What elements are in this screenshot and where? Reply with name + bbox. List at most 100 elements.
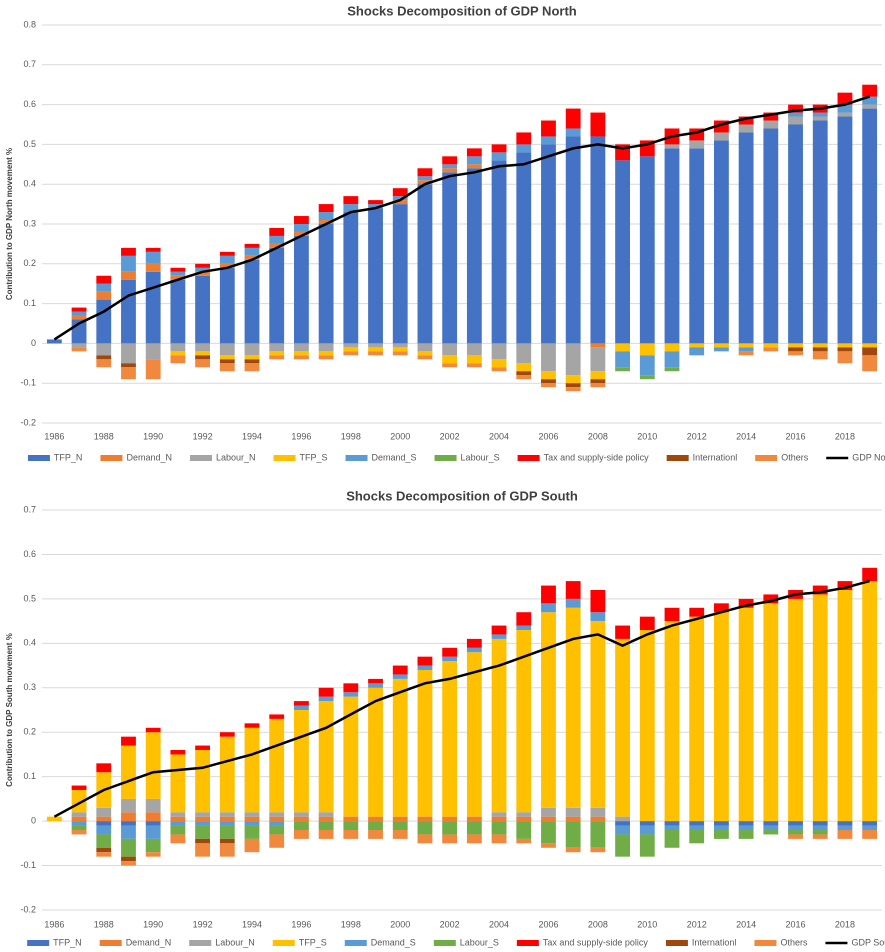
bar-segment (516, 612, 532, 626)
legend-swatch (272, 940, 295, 946)
bar-segment (121, 821, 136, 826)
bar-segment (269, 812, 285, 817)
legend-swatch (665, 940, 688, 946)
bar-segment (294, 235, 309, 344)
bar-segment (96, 343, 112, 356)
bar-segment (862, 96, 878, 105)
bar-segment (71, 347, 87, 352)
bar-segment (516, 630, 532, 813)
bar-segment (590, 816, 606, 822)
bar-segment (195, 825, 210, 839)
bar-segment (714, 612, 729, 822)
x-tick-label: 2006 (538, 431, 558, 441)
bar-segment (170, 825, 186, 835)
bar-segment (219, 355, 235, 360)
legend-label: TFP_N (53, 937, 82, 947)
bar-segment (590, 347, 606, 372)
bar-segment (466, 821, 482, 835)
bar-segment (516, 371, 532, 376)
bar-segment (862, 581, 878, 822)
bar-segment (565, 816, 581, 822)
bar-segment (664, 343, 680, 352)
bar-segment (318, 212, 334, 221)
bar-segment (466, 168, 482, 344)
bar-segment (219, 343, 235, 356)
bar-segment (541, 816, 556, 822)
bar-segment (442, 647, 458, 657)
bar-segment (466, 647, 482, 653)
bar-segment (145, 812, 161, 822)
bar-segment (639, 156, 655, 344)
bar-segment (343, 692, 359, 697)
bar-segment (466, 156, 482, 165)
bar-segment (689, 128, 705, 141)
bar-segment (516, 144, 532, 153)
bar-segment (664, 830, 680, 848)
bar-segment (368, 347, 383, 352)
y-tick-label: 0.5 (23, 139, 36, 149)
bar-segment (219, 838, 235, 844)
bar-segment (689, 347, 705, 356)
bar-segment (714, 821, 729, 826)
y-axis-label: Contribution to GDP North movement % (5, 148, 14, 300)
bar-segment (219, 821, 235, 826)
bar-segment (639, 834, 655, 857)
chart: Shocks Decomposition of GDP South Contrib… (5, 488, 885, 947)
x-tick-label: 1990 (143, 431, 163, 441)
bar-segment (244, 825, 260, 839)
y-tick-label: 0.7 (23, 59, 36, 69)
bar-segment (516, 343, 532, 364)
bar-segment (219, 736, 235, 813)
bar-segment (145, 359, 161, 380)
legend-swatch (273, 455, 296, 461)
bar-segment (466, 164, 482, 169)
bar-segment (565, 607, 581, 808)
x-tick-label: 1992 (193, 431, 213, 441)
y-tick-label: -0.2 (20, 904, 36, 914)
x-tick-label: 2002 (440, 431, 460, 441)
bar-segment (269, 355, 285, 360)
bar-segment (837, 825, 853, 830)
bar-segment (466, 148, 482, 157)
bar-segment (368, 683, 383, 688)
bar-segment (96, 825, 112, 835)
bar-segment (121, 255, 136, 272)
bar-segment (318, 701, 334, 813)
bar-segment (738, 351, 754, 356)
bar-segment (121, 745, 136, 799)
bar-segment (195, 816, 210, 822)
bar-segment (541, 821, 556, 844)
legend-label: TFP_S (299, 937, 327, 947)
y-tick-label: 0.4 (23, 638, 36, 648)
bar-segment (244, 343, 260, 356)
bar-segment (788, 343, 803, 348)
bar-segment (318, 696, 334, 702)
legend-label: GDP North (852, 452, 885, 462)
bar-segment (541, 383, 556, 388)
bar-segment (195, 745, 210, 750)
bar-segment (491, 834, 507, 844)
bar-segment (121, 363, 136, 368)
bar-segment (590, 612, 606, 622)
bar-segment (170, 812, 186, 817)
bar-segment (318, 821, 334, 830)
bar-segment (121, 271, 136, 280)
y-tick-label: 0.6 (23, 99, 36, 109)
legend: TFP_N Demand_N Labour_N TFP_S Demand_S Labour… (27, 937, 885, 947)
bar-segment (812, 116, 828, 121)
bar-segment (590, 821, 606, 848)
bar-segment (812, 347, 828, 352)
x-tick-label: 2014 (736, 431, 756, 441)
x-tick-label: 2000 (390, 431, 410, 441)
bar-segment (318, 220, 334, 224)
bar-segment (343, 196, 359, 205)
bar-segment (738, 830, 754, 839)
legend-label: Demand_N (126, 937, 172, 947)
legend-swatch (666, 455, 689, 461)
bar-segment (837, 343, 853, 348)
bar-segment (318, 343, 334, 352)
bar-segment (615, 160, 630, 344)
bar-segment (96, 807, 112, 817)
bar-segment (639, 343, 655, 356)
bar-segment (714, 830, 729, 839)
